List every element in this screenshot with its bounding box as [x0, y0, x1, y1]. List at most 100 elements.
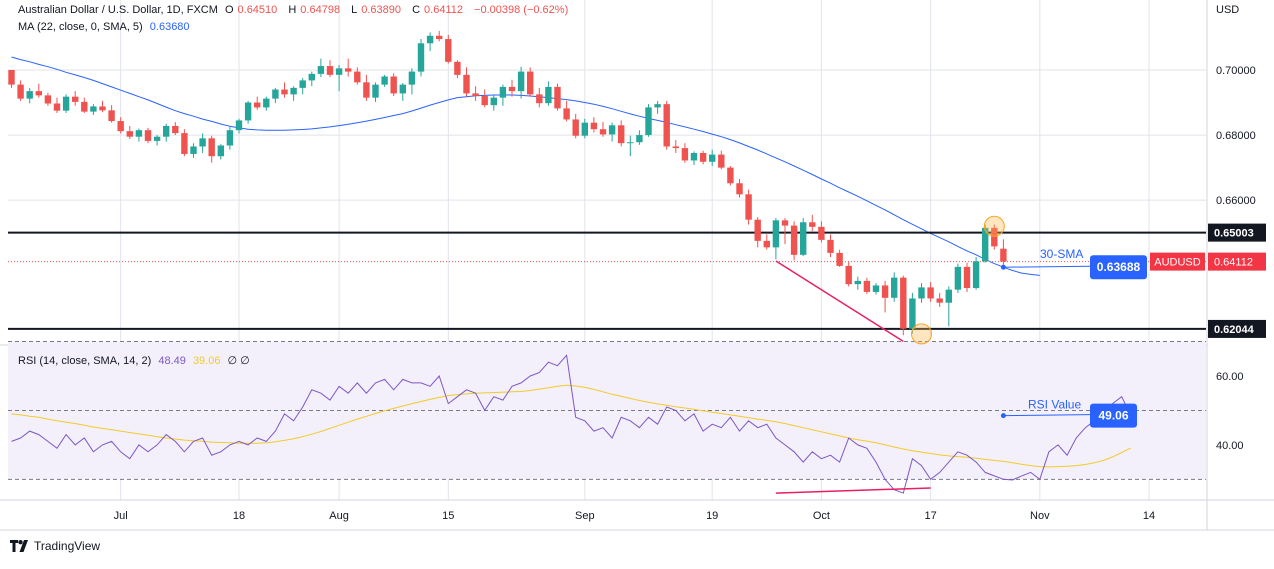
swing-low-circle [911, 323, 932, 345]
rsi-extra: ∅ ∅ [227, 355, 250, 367]
candle-body [363, 82, 370, 98]
price-axis-tick: 0.68000 [1216, 130, 1256, 142]
candle-body [235, 120, 243, 131]
tradingview-logo-icon [10, 540, 28, 552]
level-tag-bg [1208, 319, 1266, 338]
candle-body [517, 71, 525, 92]
candle-body [490, 97, 497, 106]
candle-body [754, 219, 761, 241]
rsi-value-tag: 49.06 [1090, 403, 1137, 428]
rsi-tag-text: 49.06 [1098, 409, 1128, 423]
candle-body [26, 91, 33, 99]
candle-body [436, 35, 443, 40]
candle-body [645, 107, 652, 136]
price-tag-bg [1208, 252, 1266, 271]
candle-body [244, 102, 252, 121]
candle-body [736, 183, 743, 195]
ma-value: 0.63680 [149, 21, 190, 33]
candle-body [881, 285, 889, 298]
candle-body [163, 125, 170, 137]
candle-body [954, 266, 962, 290]
candle-body [599, 129, 607, 135]
rsi-callout-line [1003, 414, 1091, 417]
candle-body [991, 227, 998, 247]
candle-body [226, 130, 234, 146]
sma-value-tag: 0.63688 [1090, 255, 1147, 280]
candle-body [408, 71, 416, 85]
rsi-label[interactable]: RSI (14, close, SMA, 14, 2) [18, 355, 152, 367]
symbol-title[interactable]: Australian Dollar / U.S. Dollar, 1D, FXC… [18, 4, 218, 16]
time-axis-tick: Jul [114, 510, 128, 522]
ohlc-high: H 0.64798 [288, 4, 341, 16]
level-tag-text: 0.65003 [1214, 228, 1254, 240]
currency-label: USD [1216, 4, 1240, 16]
candle-body [863, 280, 871, 292]
candle-body [135, 130, 143, 137]
candle-body [117, 121, 124, 132]
time-axis-tick: 19 [706, 510, 718, 522]
candle-body [263, 98, 270, 108]
rsi-axis-tick: 40.00 [1216, 440, 1244, 452]
rsi-value: 48.49 [158, 355, 186, 367]
level-price-tag: 0.62044 [1208, 319, 1266, 338]
candle-body [672, 146, 679, 149]
swing-high-circle [983, 215, 1005, 237]
candle-body [99, 106, 106, 111]
time-axis-tick: Nov [1030, 510, 1050, 522]
candle-body [909, 298, 916, 329]
candle-body [545, 86, 552, 104]
candle-body [463, 74, 470, 94]
candle-body [800, 222, 807, 255]
sma-tag-text: 0.63688 [1097, 260, 1141, 274]
level-price-tag: 0.65003 [1208, 223, 1266, 242]
brand-footer[interactable]: TradingView [10, 539, 100, 553]
candle-body [381, 76, 388, 85]
rsi-divergence-line [775, 487, 931, 494]
candle-body [936, 298, 943, 303]
candle-body [417, 43, 425, 72]
symbol-legend: Australian Dollar / U.S. Dollar, 1D, FXC… [18, 4, 572, 16]
candle-body [281, 89, 288, 95]
sma-tag-bg [1090, 255, 1147, 280]
time-axis-tick: 14 [1143, 510, 1155, 522]
candle-body [481, 96, 488, 106]
candle-body [181, 133, 188, 154]
candle-body [126, 131, 133, 137]
candle-body [17, 84, 24, 99]
candle-body [763, 240, 770, 248]
candle-body [608, 125, 616, 135]
candle-body [872, 285, 880, 292]
candle-body [745, 194, 752, 220]
price-tag-text: 0.64112 [1214, 257, 1253, 269]
rsi-tag-bg [1090, 403, 1137, 428]
symbol-tag-text: AUDUSD [1154, 257, 1201, 269]
candle-body [718, 154, 725, 168]
candle-body [618, 125, 625, 144]
price-change: −0.00398 (−0.62%) [474, 4, 569, 16]
candle-body [290, 87, 297, 95]
candle-body [472, 93, 479, 97]
candle-body [354, 71, 361, 83]
time-axis-tick: Sep [575, 510, 595, 522]
candle-body [636, 135, 643, 143]
candle-body [891, 277, 898, 298]
candle-body [572, 119, 579, 136]
candle-body [809, 222, 816, 227]
candle-body [663, 104, 670, 147]
time-axis-tick: Oct [813, 510, 830, 522]
ohlc-open: O 0.64510 [224, 4, 278, 16]
candle-body [72, 96, 79, 102]
ma-label[interactable]: MA (22, close, 0, SMA, 5) [18, 21, 143, 33]
candle-body [44, 95, 52, 104]
candle-body [945, 289, 952, 303]
candle-body [108, 110, 115, 122]
candle-body [426, 35, 434, 44]
candle-body [399, 84, 406, 94]
candle-body [53, 103, 61, 111]
rsi-ma-value: 39.06 [192, 355, 221, 367]
ma-legend: MA (22, close, 0, SMA, 5) 0.63680 [18, 21, 194, 33]
candle-body [709, 154, 716, 162]
candle-body [827, 239, 834, 253]
